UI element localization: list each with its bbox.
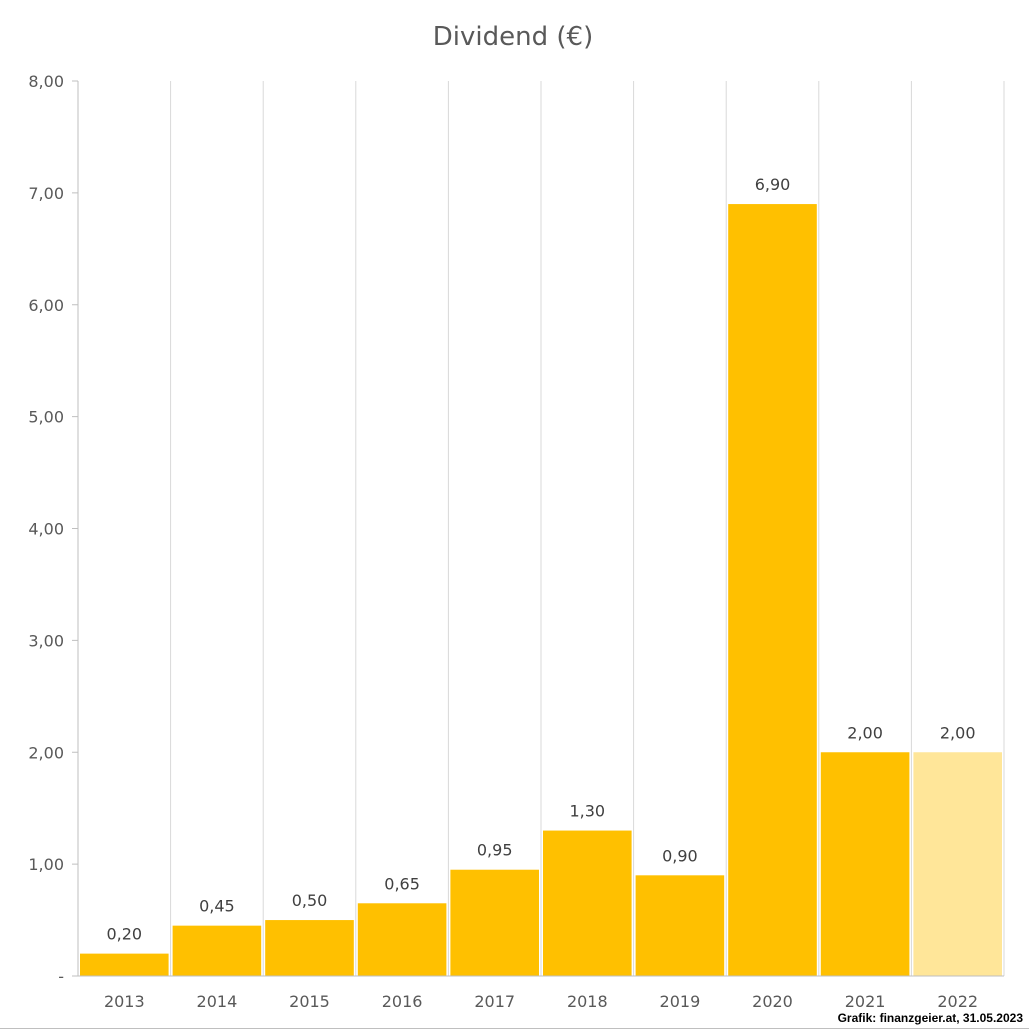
data-label-2020: 6,90 xyxy=(755,175,791,194)
data-label-2021: 2,00 xyxy=(847,723,883,742)
x-tick-label-2014: 2014 xyxy=(197,992,238,1011)
bar-2014 xyxy=(172,925,262,976)
x-tick-label-2019: 2019 xyxy=(660,992,701,1011)
data-label-2016: 0,65 xyxy=(384,874,420,893)
y-tick-label: 3,00 xyxy=(28,631,64,650)
data-label-2018: 1,30 xyxy=(569,802,605,821)
y-tick-label: 2,00 xyxy=(28,743,64,762)
bar-2013 xyxy=(80,953,169,976)
y-tick-label: 6,00 xyxy=(28,296,64,315)
bar-2016 xyxy=(357,903,447,976)
data-label-2022: 2,00 xyxy=(940,723,976,742)
y-tick-label: 4,00 xyxy=(28,520,64,539)
x-tick-label-2021: 2021 xyxy=(845,992,886,1011)
source-note: Grafik: finanzgeier.at, 31.05.2023 xyxy=(837,1011,1023,1025)
data-label-2017: 0,95 xyxy=(477,841,513,860)
x-tick-label-2018: 2018 xyxy=(567,992,608,1011)
data-label-2019: 0,90 xyxy=(662,846,698,865)
chart-title: Dividend (€) xyxy=(433,22,593,52)
bar-2018 xyxy=(543,830,632,976)
bar-2020 xyxy=(728,204,817,976)
y-tick-label: 1,00 xyxy=(28,855,64,874)
x-tick-label-2015: 2015 xyxy=(289,992,330,1011)
y-tick-label: 5,00 xyxy=(28,408,64,427)
bar-2022 xyxy=(913,752,1002,976)
data-label-2014: 0,45 xyxy=(199,897,235,916)
bars xyxy=(80,204,1002,976)
y-tick-label: 7,00 xyxy=(28,184,64,203)
grid-lines xyxy=(170,81,1005,976)
y-tick-label: 8,00 xyxy=(28,72,64,91)
data-label-2015: 0,50 xyxy=(292,891,328,910)
data-label-2013: 0,20 xyxy=(106,925,142,944)
bar-2019 xyxy=(635,875,725,976)
x-tick-label-2022: 2022 xyxy=(937,992,978,1011)
x-tick-label-2020: 2020 xyxy=(752,992,793,1011)
bar-2021 xyxy=(820,752,910,976)
x-tick-label-2013: 2013 xyxy=(104,992,145,1011)
labels: - 1,00 2,00 3,00 4,00 5,00 6,00 7,00 8,00 0,20 201… xyxy=(28,72,978,1011)
x-tick-label-2016: 2016 xyxy=(382,992,423,1011)
bar-2017 xyxy=(450,869,539,976)
y-tick-label: - xyxy=(58,967,64,986)
bar-2015 xyxy=(265,920,354,976)
axes xyxy=(72,80,1004,977)
x-tick-label-2017: 2017 xyxy=(474,992,515,1011)
